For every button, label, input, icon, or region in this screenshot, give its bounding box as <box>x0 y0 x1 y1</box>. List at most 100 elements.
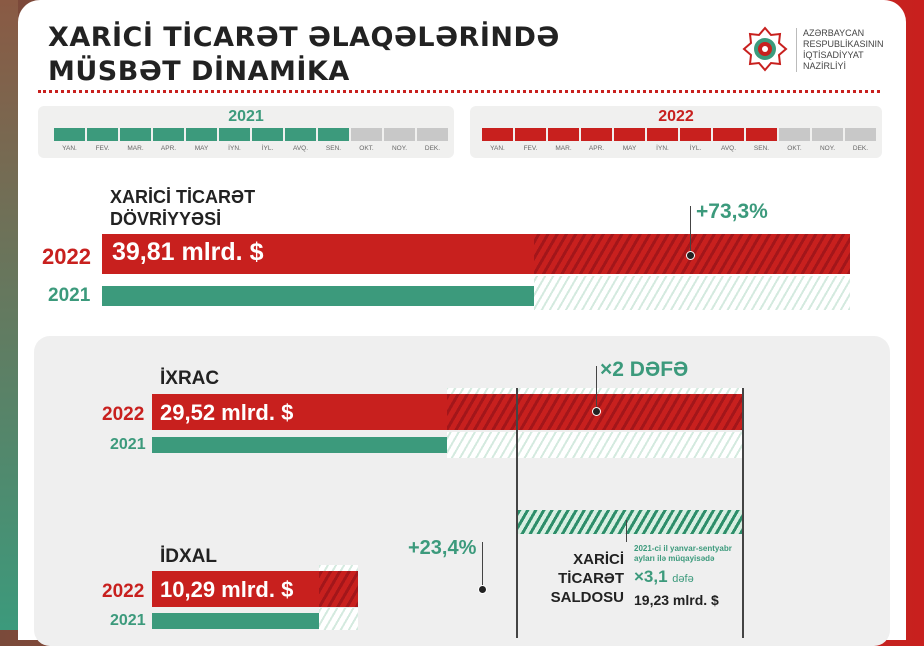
month-label: MAR. <box>555 145 572 152</box>
saldo-value: 19,23 mlrd. $ <box>634 592 719 608</box>
change-dot <box>478 585 487 594</box>
change-label-import: +23,4% <box>408 537 477 559</box>
month-strip: YAN. FEV. MAR. APR. MAY İYN. İYL. AVQ. SEN. OKT. N… <box>482 128 878 152</box>
month-cell: DEK. <box>845 128 876 152</box>
change-pointer <box>690 206 691 254</box>
month-label: OKT. <box>787 145 802 152</box>
dotted-divider <box>38 90 880 93</box>
month-cell: MAR. <box>120 128 151 152</box>
month-block <box>186 128 217 141</box>
month-cell: MAR. <box>548 128 579 152</box>
month-block <box>548 128 579 141</box>
saldo-label-line: SALDOSU <box>550 589 624 606</box>
bar-export-2021 <box>152 437 448 453</box>
month-label: İYN. <box>228 145 241 152</box>
timeline-2021: 2021 YAN. FEV. MAR. APR. MAY İYN. İYL. AVQ. SEN.… <box>38 106 454 158</box>
saldo-multiplier-unit: dəfə <box>672 573 694 585</box>
month-label: FEV. <box>523 145 538 152</box>
month-label: OKT. <box>359 145 374 152</box>
month-block <box>417 128 448 141</box>
month-block <box>120 128 151 141</box>
chart-title-import: İDXAL <box>160 546 217 567</box>
ministry-line: RESPUBLİKASININ <box>803 39 884 49</box>
month-strip: YAN. FEV. MAR. APR. MAY İYN. İYL. AVQ. SEN. OKT. N… <box>54 128 450 152</box>
timeline-year-label: 2021 <box>228 108 264 125</box>
month-block <box>647 128 678 141</box>
month-cell: SEN. <box>318 128 349 152</box>
month-cell: SEN. <box>746 128 777 152</box>
ministry-line: AZƏRBAYCAN <box>803 28 865 38</box>
month-cell: APR. <box>153 128 184 152</box>
bar-import-gap <box>319 608 359 630</box>
month-block <box>845 128 876 141</box>
month-cell: NOY. <box>384 128 415 152</box>
bar-export-gap <box>447 432 744 458</box>
month-cell: FEV. <box>515 128 546 152</box>
bar-import-2022 <box>152 571 320 607</box>
month-label: DEK. <box>424 145 441 152</box>
change-pointer <box>482 542 483 588</box>
month-label: MAY <box>622 145 637 152</box>
bar-import-2021 <box>152 613 320 629</box>
timeline-year-label: 2022 <box>658 108 694 125</box>
month-cell: AVQ. <box>713 128 744 152</box>
bar-export-2022 <box>152 394 448 430</box>
month-label: APR. <box>588 145 605 152</box>
ministry-name: AZƏRBAYCAN RESPUBLİKASININ İQTİSADİYYAT … <box>796 28 903 72</box>
month-label: MAR. <box>127 145 144 152</box>
month-cell: APR. <box>581 128 612 152</box>
month-cell: OKT. <box>351 128 382 152</box>
month-label: FEV. <box>95 145 110 152</box>
saldo-note: 2021-ci il yanvar-sentyabr ayları ilə mü… <box>634 544 732 563</box>
month-label: APR. <box>160 145 177 152</box>
category-label-2021: 2021 <box>48 285 91 306</box>
month-label: DEK. <box>852 145 869 152</box>
month-block <box>812 128 843 141</box>
month-block <box>351 128 382 141</box>
month-block <box>614 128 645 141</box>
side-stripe <box>0 0 18 630</box>
month-cell: YAN. <box>54 128 85 152</box>
saldo-multiplier: ×3,1 dəfə <box>634 567 694 587</box>
chart-title-export: İXRAC <box>160 368 220 389</box>
month-cell: OKT. <box>779 128 810 152</box>
month-cell: İYL. <box>680 128 711 152</box>
month-block <box>746 128 777 141</box>
month-label: YAN. <box>490 145 505 152</box>
saldo-label-line: TİCARƏT <box>558 570 624 587</box>
month-block <box>54 128 85 141</box>
month-cell: MAY <box>614 128 645 152</box>
saldo-label: XARİCİ TİCARƏT SALDOSU <box>520 550 624 607</box>
month-cell: DEK. <box>417 128 448 152</box>
value-label-turnover: 39,81 mlrd. $ <box>112 238 264 266</box>
month-block <box>713 128 744 141</box>
month-cell: AVQ. <box>285 128 316 152</box>
month-block <box>87 128 118 141</box>
month-label: İYN. <box>656 145 669 152</box>
month-label: MAY <box>194 145 209 152</box>
value-label-import: 10,29 mlrd. $ <box>160 577 294 602</box>
month-label: İYL. <box>689 145 702 152</box>
bar-import-top-hatch <box>319 565 359 571</box>
month-block <box>482 128 513 141</box>
month-block <box>252 128 283 141</box>
month-label: NOY. <box>819 145 836 152</box>
month-label: AVQ. <box>292 145 309 152</box>
month-cell: MAY <box>186 128 217 152</box>
month-block <box>384 128 415 141</box>
month-cell: FEV. <box>87 128 118 152</box>
chart-title-turnover: XARİCİ TİCARƏT DÖVRİYYƏSİ <box>110 187 256 229</box>
month-cell: İYL. <box>252 128 283 152</box>
bar-export-top-hatch <box>447 388 744 394</box>
change-dot <box>686 251 695 260</box>
month-block <box>515 128 546 141</box>
month-label: AVQ. <box>720 145 737 152</box>
bar-turnover-2021 <box>102 286 534 306</box>
ministry-line: NAZİRLİYİ <box>803 61 847 71</box>
month-cell: İYN. <box>647 128 678 152</box>
change-label-turnover: +73,3% <box>696 200 768 223</box>
ministry-line: İQTİSADİYYAT <box>803 50 864 60</box>
value-label-export: 29,52 mlrd. $ <box>160 400 294 425</box>
title-line-1: XARİCİ TİCARƏT ƏLAQƏLƏRİNDƏ <box>48 22 560 53</box>
month-label: SEN. <box>753 145 770 152</box>
